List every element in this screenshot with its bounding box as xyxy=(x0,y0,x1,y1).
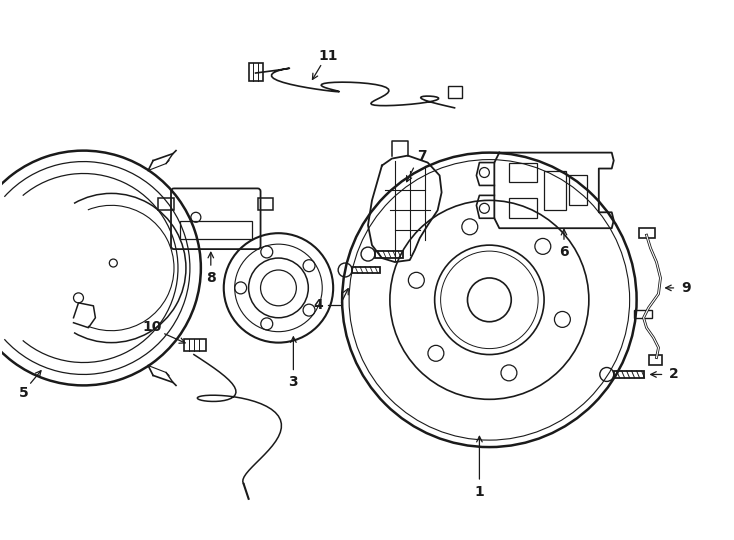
Bar xyxy=(448,86,462,98)
Text: 7: 7 xyxy=(417,148,426,163)
Bar xyxy=(258,198,274,210)
Bar xyxy=(639,228,655,238)
Bar xyxy=(158,198,174,210)
Bar xyxy=(509,163,537,183)
Bar xyxy=(375,251,403,258)
Text: 2: 2 xyxy=(669,367,678,381)
Bar xyxy=(614,371,644,378)
Text: 1: 1 xyxy=(475,485,484,499)
Bar xyxy=(569,176,587,205)
Bar xyxy=(649,355,663,365)
Text: 11: 11 xyxy=(319,49,338,63)
Text: 5: 5 xyxy=(19,386,29,400)
Bar xyxy=(249,63,263,81)
Text: 10: 10 xyxy=(142,320,161,334)
Text: 8: 8 xyxy=(206,271,216,285)
Text: 6: 6 xyxy=(559,245,569,259)
Bar xyxy=(544,171,566,210)
Bar xyxy=(180,221,252,239)
Text: 3: 3 xyxy=(288,375,298,389)
Bar xyxy=(633,310,652,318)
Bar xyxy=(352,267,380,273)
Bar xyxy=(509,198,537,218)
Text: 9: 9 xyxy=(682,281,691,295)
Bar xyxy=(184,339,206,350)
Text: 4: 4 xyxy=(313,298,323,312)
